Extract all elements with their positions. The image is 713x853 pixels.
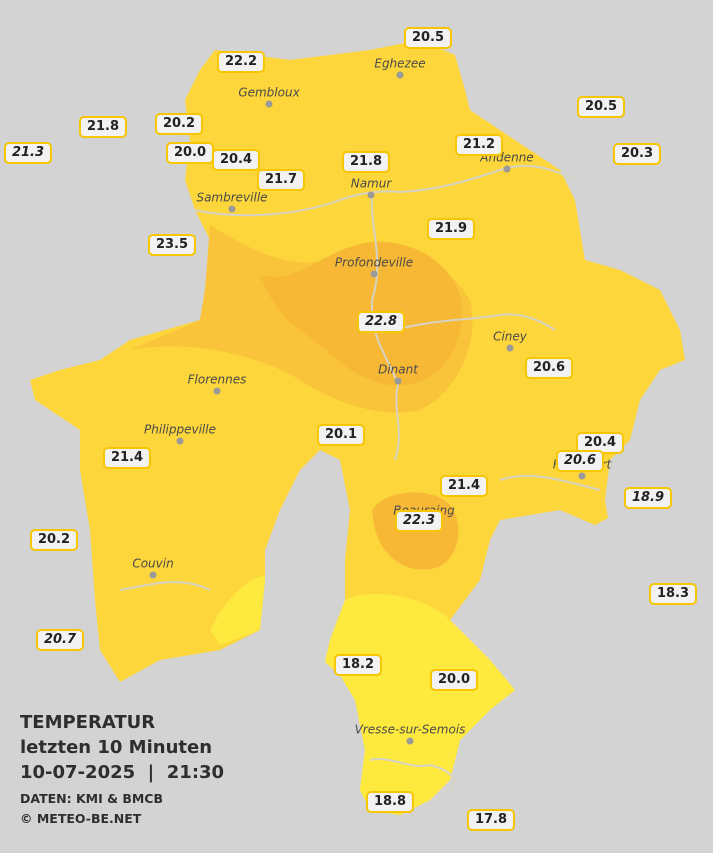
station-value: 18.3 bbox=[648, 583, 698, 605]
city-name: Philippeville bbox=[144, 423, 216, 437]
city-dot bbox=[578, 472, 586, 480]
station-value: 20.2 bbox=[29, 529, 79, 551]
period: letzten 10 Minuten bbox=[20, 737, 213, 758]
city-name: Gembloux bbox=[238, 86, 300, 100]
station-value: 20.4 bbox=[211, 149, 261, 171]
station-value: 20.0 bbox=[429, 669, 479, 691]
city-dot bbox=[176, 437, 184, 445]
station-value: 21.8 bbox=[341, 151, 391, 173]
city-dot bbox=[503, 165, 511, 173]
city-name: Eghezee bbox=[374, 57, 425, 71]
station-value: 20.5 bbox=[576, 96, 626, 118]
heading: TEMPERATUR bbox=[20, 712, 156, 733]
city-dot bbox=[228, 205, 236, 213]
station-value: 22.2 bbox=[216, 51, 266, 73]
station-value: 20.0 bbox=[165, 142, 215, 164]
station-value: 20.3 bbox=[612, 143, 662, 165]
station-value: 23.5 bbox=[147, 234, 197, 256]
station-value: 20.7 bbox=[35, 629, 85, 651]
station-value: 20.2 bbox=[154, 113, 204, 135]
city-dot bbox=[394, 377, 402, 385]
station-value: 20.6 bbox=[555, 450, 605, 472]
station-value: 18.8 bbox=[365, 791, 415, 813]
city-dot bbox=[370, 270, 378, 278]
city-dot bbox=[213, 387, 221, 395]
station-value: 22.8 bbox=[356, 311, 406, 333]
credit: © METEO-BE.NET bbox=[20, 811, 142, 826]
station-value: 20.1 bbox=[316, 424, 366, 446]
datetime: 10-07-2025 | 21:30 bbox=[20, 762, 225, 783]
station-value: 20.6 bbox=[524, 357, 574, 379]
station-value: 21.9 bbox=[426, 218, 476, 240]
station-value: 22.3 bbox=[394, 510, 444, 532]
city-name: Sambreville bbox=[196, 191, 267, 205]
city-name: Ciney bbox=[493, 330, 528, 344]
city-dot bbox=[265, 100, 273, 108]
station-value: 21.7 bbox=[256, 169, 306, 191]
station-value: 21.4 bbox=[439, 475, 489, 497]
rivers bbox=[119, 164, 601, 791]
station-value: 18.9 bbox=[623, 487, 673, 509]
city-dot bbox=[149, 571, 157, 579]
station-value: 17.8 bbox=[466, 809, 516, 831]
station-value: 18.2 bbox=[333, 654, 383, 676]
station-value: 21.2 bbox=[454, 134, 504, 156]
city-name: Couvin bbox=[132, 557, 173, 571]
city-name: Vresse-sur-Semois bbox=[355, 723, 466, 737]
city-dot bbox=[406, 737, 414, 745]
city-dot bbox=[367, 191, 375, 199]
station-value: 20.5 bbox=[403, 27, 453, 49]
station-value: 21.4 bbox=[102, 447, 152, 469]
city-name: Dinant bbox=[378, 363, 419, 377]
cool-south bbox=[325, 593, 515, 815]
cool-west bbox=[210, 575, 265, 645]
station-value: 21.8 bbox=[78, 116, 128, 138]
city-name: Namur bbox=[351, 177, 393, 191]
city-dot bbox=[506, 344, 514, 352]
city-name: Florennes bbox=[188, 373, 247, 387]
city-name: Profondeville bbox=[335, 256, 413, 270]
source: DATEN: KMI & BMCB bbox=[20, 791, 164, 806]
station-value: 21.3 bbox=[3, 142, 53, 164]
city-dot bbox=[396, 71, 404, 79]
